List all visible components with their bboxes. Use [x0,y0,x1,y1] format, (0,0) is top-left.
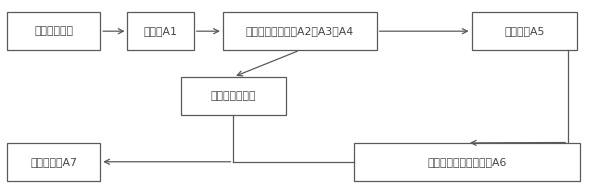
Text: 基线漂移监视器: 基线漂移监视器 [211,91,256,101]
Bar [7,12,100,50]
Text: 固定放大倍数的放大器A6: 固定放大倍数的放大器A6 [427,157,506,167]
Text: 极性变换A5: 极性变换A5 [504,26,544,36]
Bar [354,143,580,181]
Bar [223,12,377,50]
Bar [128,12,194,50]
Bar [7,143,100,181]
Text: 极零补偿微分: 极零补偿微分 [34,26,73,36]
Bar [180,77,286,115]
Bar [471,12,577,50]
Text: 有源滤波积分成形A2、A3、A4: 有源滤波积分成形A2、A3、A4 [246,26,354,36]
Text: 放大器A1: 放大器A1 [144,26,178,36]
Text: 基线恢复器A7: 基线恢复器A7 [30,157,77,167]
